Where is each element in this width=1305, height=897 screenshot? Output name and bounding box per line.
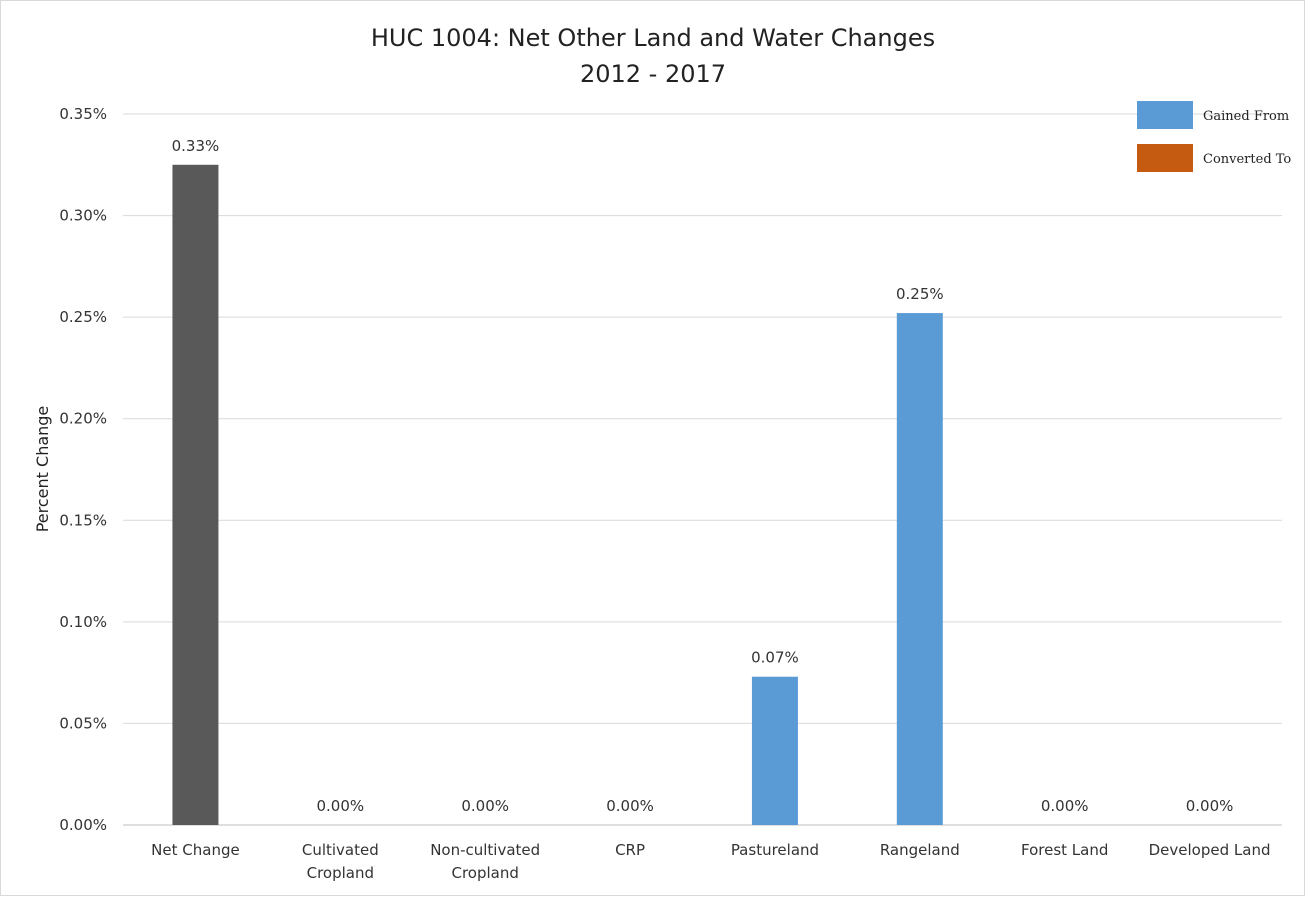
legend-label: Gained From: [1203, 109, 1289, 124]
data-label: 0.33%: [172, 137, 220, 155]
gridlines: [123, 113, 1282, 826]
data-label: 0.00%: [316, 797, 364, 815]
chart-title: HUC 1004: Net Other Land and Water Chang…: [371, 24, 935, 88]
y-tick-label: 0.25%: [59, 308, 107, 326]
bar: [896, 313, 943, 825]
legend: Gained From Converted To: [1137, 101, 1291, 172]
y-axis-label: Percent Change: [33, 406, 52, 533]
bar: [172, 164, 219, 826]
category-label: Net Change: [151, 841, 240, 859]
legend-label: Converted To: [1203, 152, 1291, 167]
category-label: Cropland: [451, 864, 518, 882]
y-axis-title: Percent Change: [33, 406, 52, 533]
category-label: Cultivated: [302, 841, 379, 859]
category-label: Pastureland: [731, 841, 819, 859]
y-tick-label: 0.05%: [59, 714, 107, 732]
category-label: CRP: [615, 841, 645, 859]
y-tick-label: 0.30%: [59, 207, 107, 225]
category-label: Forest Land: [1021, 841, 1108, 859]
data-label: 0.00%: [1041, 797, 1089, 815]
bars: [172, 164, 943, 826]
legend-swatch: [1137, 144, 1193, 172]
x-axis-category-labels: Net Change Cultivated Cropland Non-cultivat…: [151, 841, 1270, 882]
data-label: 0.07%: [751, 649, 799, 667]
y-tick-label: 0.20%: [59, 410, 107, 428]
y-tick-label: 0.35%: [59, 105, 107, 123]
chart-title-line: HUC 1004: Net Other Land and Water Chang…: [371, 24, 935, 52]
y-axis-tick-labels: 0.00% 0.05% 0.10% 0.15% 0.20% 0.25% 0.30% 0.35%: [59, 105, 107, 834]
category-label: Non-cultivated: [430, 841, 540, 859]
data-label: 0.25%: [896, 285, 944, 303]
y-tick-label: 0.00%: [59, 816, 107, 834]
y-tick-label: 0.10%: [59, 613, 107, 631]
data-label: 0.00%: [1186, 797, 1234, 815]
data-labels: 0.33% 0.00% 0.00% 0.00% 0.07% 0.25% 0.00% 0.00%: [172, 137, 1234, 815]
category-label: Developed Land: [1149, 841, 1271, 859]
category-label: Rangeland: [880, 841, 960, 859]
category-label: Cropland: [307, 864, 374, 882]
y-tick-label: 0.15%: [59, 511, 107, 529]
data-label: 0.00%: [461, 797, 509, 815]
data-label: 0.00%: [606, 797, 654, 815]
legend-swatch: [1137, 101, 1193, 129]
bar: [751, 676, 798, 825]
chart-title-line: 2012 - 2017: [580, 60, 726, 88]
